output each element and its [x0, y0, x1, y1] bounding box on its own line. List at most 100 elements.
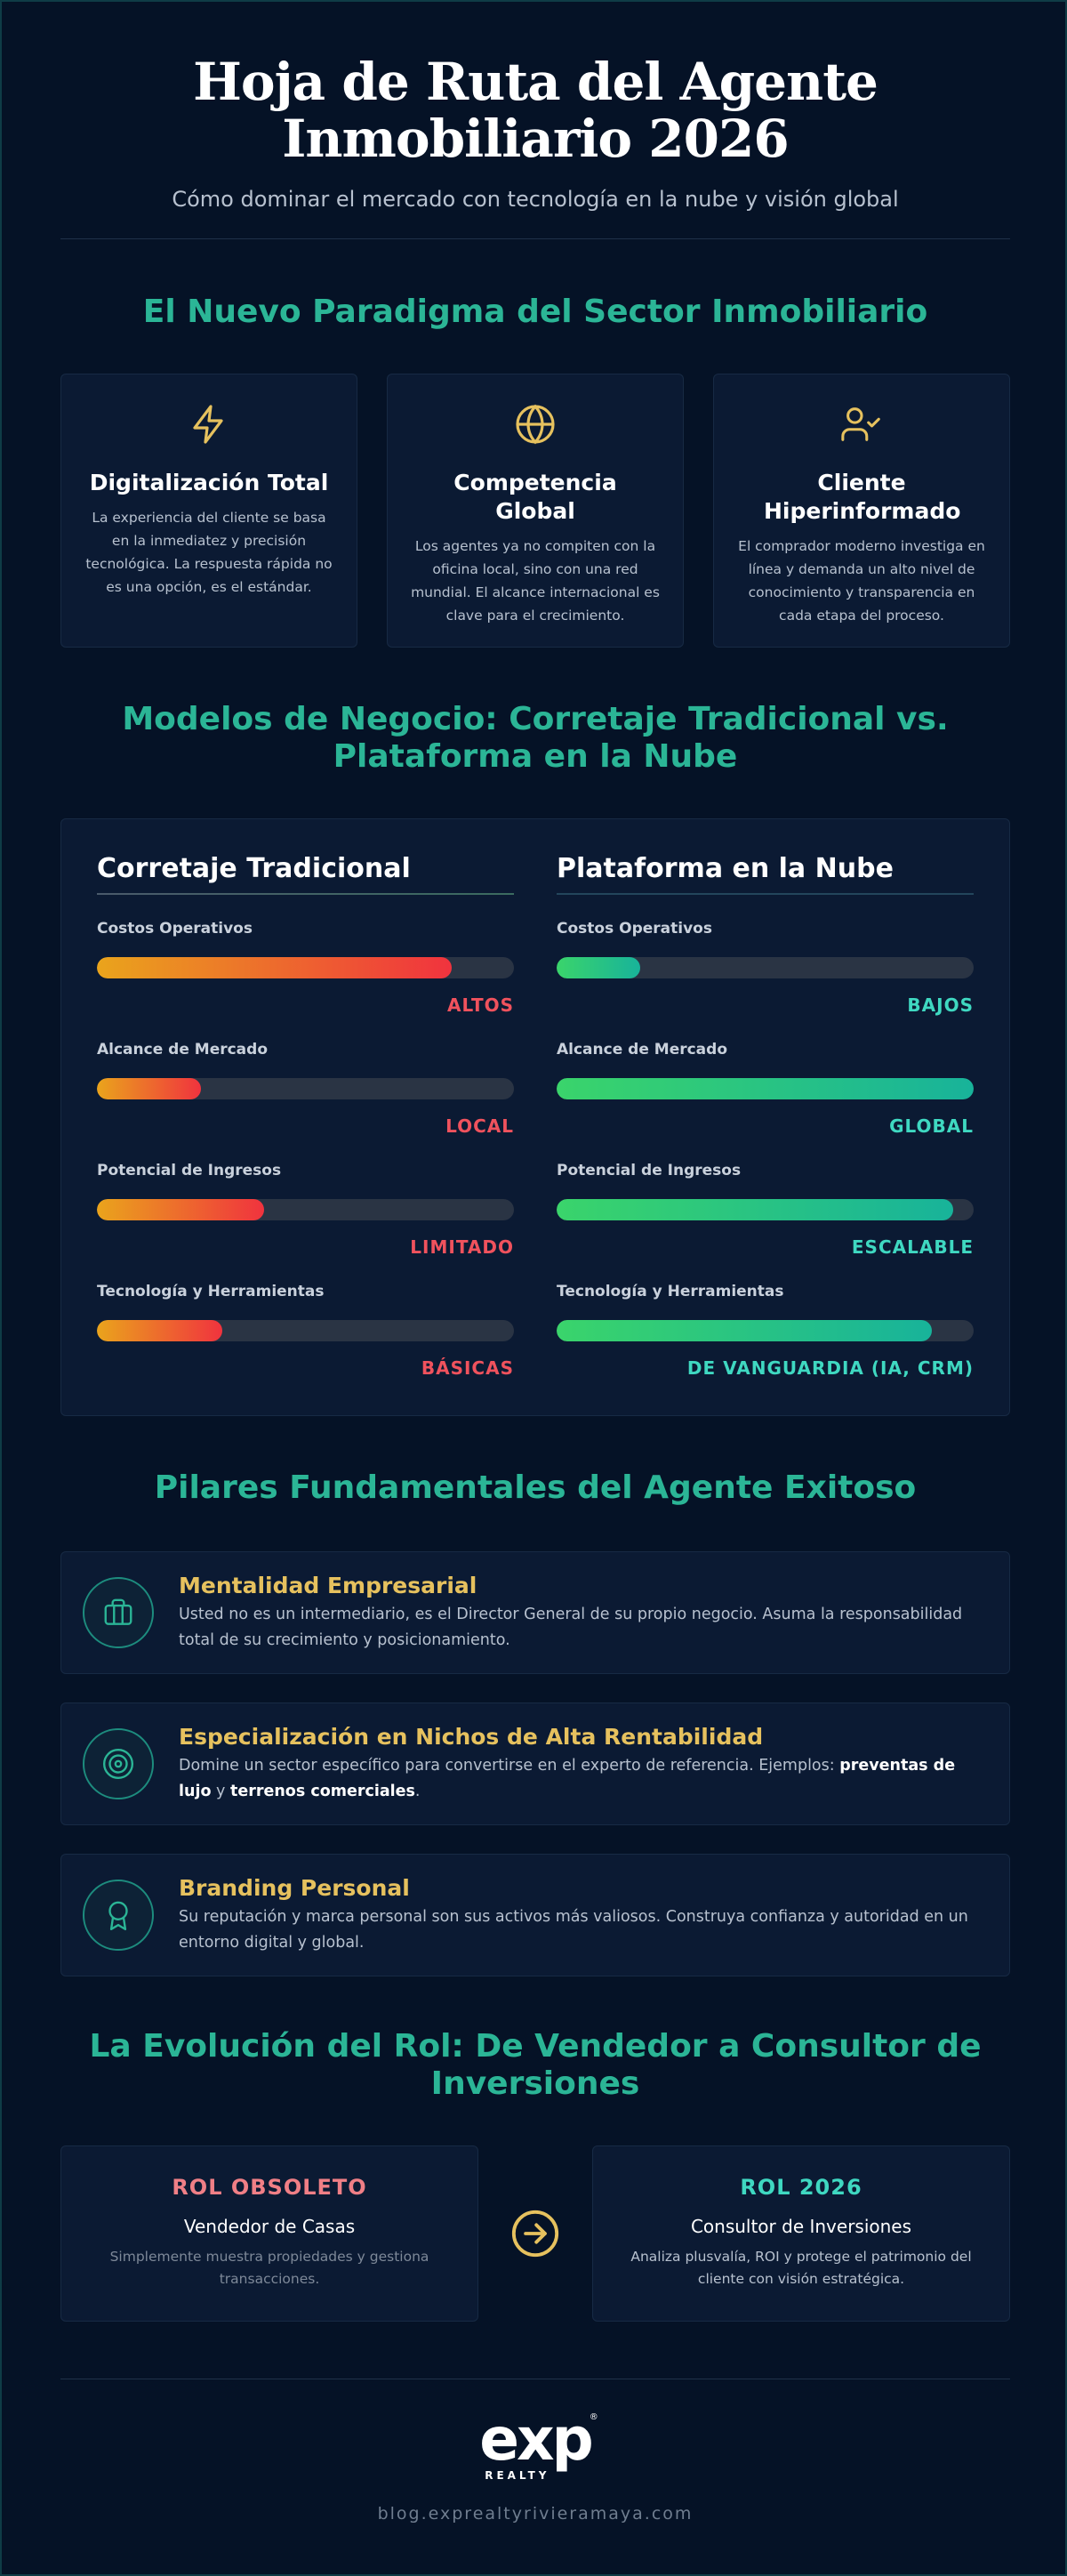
- header: Hoja de Ruta del Agente Inmobiliario 202…: [60, 53, 1010, 212]
- metric-row: Alcance de Mercado LOCAL: [97, 1041, 514, 1137]
- metric-bar-track: [97, 1320, 514, 1341]
- metric-row: Alcance de Mercado GLOBAL: [557, 1041, 974, 1137]
- comparison-title: Modelos de Negocio: Corretaje Tradiciona…: [60, 701, 1010, 776]
- pillar-text-part: y: [211, 1782, 230, 1800]
- comparison-title-line-1: Modelos de Negocio: Corretaje Tradiciona…: [122, 701, 949, 737]
- metric-bar-track: [557, 1199, 974, 1220]
- metric-label: Potencial de Ingresos: [557, 1162, 742, 1179]
- pillar-card: Mentalidad Empresarial Usted no es un in…: [60, 1551, 1010, 1674]
- card-title: Digitalización Total: [89, 470, 329, 495]
- paradigm-card: Cliente Hiperinformado El comprador mode…: [713, 374, 1010, 648]
- card-title: Competencia Global: [453, 470, 617, 524]
- pillar-text-part: .: [414, 1782, 421, 1800]
- target-icon: [83, 1728, 154, 1799]
- metric-bar-fill: [557, 1320, 933, 1341]
- metric-row: Tecnología y Herramientas BÁSICAS: [97, 1283, 514, 1379]
- pillar-bold-example: preventas de lujo: [179, 1756, 956, 1800]
- registered-mark-icon: ®: [589, 2412, 598, 2422]
- title-line-2: Inmobiliario 2026: [282, 109, 790, 169]
- card-title: Cliente Hiperinformado: [764, 470, 961, 524]
- old-role-desc: Simplemente muestra propiedades y gestio…: [109, 2249, 429, 2287]
- metric-row: Costos Operativos BAJOS: [557, 920, 974, 1016]
- metric-label: Costos Operativos: [97, 920, 253, 938]
- metric-bar-fill: [97, 1078, 202, 1099]
- logo-wordmark: exp: [479, 2405, 594, 2474]
- lightning-bolt-icon: [84, 403, 333, 449]
- pillar-text: Usted no es un intermediario, es el Dire…: [179, 1605, 963, 1649]
- old-role-card: ROL OBSOLETO Vendedor de Casas Simplemen…: [60, 2145, 478, 2322]
- roles-row: ROL OBSOLETO Vendedor de Casas Simplemen…: [60, 2145, 1010, 2322]
- divider: [60, 238, 1010, 239]
- metric-bar-fill: [97, 1199, 264, 1220]
- footer-url-link[interactable]: blog.exprealtyrivieramaya.com: [377, 2504, 694, 2524]
- traditional-column: Corretaje Tradicional Costos Operativos A…: [97, 853, 514, 1415]
- arrow-right-circle-icon: [509, 2207, 562, 2260]
- metric-row: Potencial de Ingresos ESCALABLE: [557, 1162, 974, 1258]
- metric-value: ALTOS: [447, 994, 514, 1016]
- metric-label: Tecnología y Herramientas: [97, 1283, 325, 1300]
- globe-icon: [411, 403, 660, 449]
- metric-value: LIMITADO: [410, 1236, 514, 1258]
- comparison-title-line-2: Plataforma en la Nube: [333, 738, 738, 775]
- cloud-column: Plataforma en la Nube Costos Operativos B…: [557, 853, 974, 1415]
- user-check-icon: [737, 403, 986, 449]
- pillar-title: Branding Personal: [179, 1874, 410, 1901]
- new-role-tag: ROL 2026: [740, 2175, 862, 2200]
- metric-value: GLOBAL: [889, 1115, 974, 1137]
- pillar-text: Domine un sector específico para convert…: [179, 1753, 988, 1805]
- metric-value: BAJOS: [907, 994, 974, 1016]
- metric-bar-track: [97, 1199, 514, 1220]
- metric-value: LOCAL: [445, 1115, 514, 1137]
- old-role-tag: ROL OBSOLETO: [172, 2175, 367, 2200]
- new-role-card: ROL 2026 Consultor de Inversiones Analiz…: [592, 2145, 1010, 2322]
- traditional-heading: Corretaje Tradicional: [97, 853, 411, 884]
- paradigm-card: Competencia Global Los agentes ya no com…: [387, 374, 684, 648]
- footer: exp REALTY ® blog.exprealtyrivieramaya.c…: [60, 2405, 1010, 2524]
- card-text: Los agentes ya no compiten con la oficin…: [411, 538, 660, 624]
- evolution-title-line-1: La Evolución del Rol: De Vendedor a Cons…: [89, 2028, 982, 2065]
- card-text: La experiencia del cliente se basa en la…: [85, 510, 333, 595]
- metric-bar-track: [97, 1078, 514, 1099]
- old-role-name: Vendedor de Casas: [183, 2216, 356, 2237]
- metric-row: Tecnología y Herramientas DE VANGUARDIA (…: [557, 1283, 974, 1379]
- new-role-name: Consultor de Inversiones: [690, 2216, 912, 2237]
- metric-bar-track: [557, 1078, 974, 1099]
- metric-bar-track: [97, 957, 514, 978]
- new-role-desc: Analiza plusvalía, ROI y protege el patr…: [630, 2249, 972, 2287]
- metric-label: Alcance de Mercado: [97, 1041, 269, 1059]
- metric-value: DE VANGUARDIA (IA, CRM): [686, 1357, 974, 1379]
- paradigm-cards: Digitalización Total La experiencia del …: [60, 374, 1010, 648]
- metric-row: Potencial de Ingresos LIMITADO: [97, 1162, 514, 1258]
- title-line-1: Hoja de Ruta del Agente: [193, 52, 878, 112]
- metric-bar-fill: [97, 1320, 222, 1341]
- pillar-title: Especialización en Nichos de Alta Rentab…: [179, 1723, 764, 1750]
- pillar-text-part: Domine un sector específico para convert…: [179, 1756, 840, 1775]
- metric-label: Tecnología y Herramientas: [557, 1283, 784, 1300]
- metric-label: Potencial de Ingresos: [97, 1162, 282, 1179]
- heading-rule: [557, 893, 974, 895]
- metric-bar-fill: [557, 1078, 974, 1099]
- page-title: Hoja de Ruta del Agente Inmobiliario 202…: [60, 53, 1010, 167]
- evolution-title: La Evolución del Rol: De Vendedor a Cons…: [60, 2028, 1010, 2103]
- metric-bar-fill: [557, 957, 640, 978]
- metric-bar-fill: [557, 1199, 953, 1220]
- metric-bar-track: [557, 1320, 974, 1341]
- exp-realty-logo[interactable]: exp REALTY ®: [479, 2405, 598, 2483]
- comparison-panel: Corretaje Tradicional Costos Operativos A…: [60, 818, 1010, 1416]
- evolution-title-line-2: Inversiones: [430, 2065, 640, 2102]
- briefcase-icon: [83, 1577, 154, 1648]
- logo-subtext: REALTY: [485, 2469, 550, 2482]
- metric-row: Costos Operativos ALTOS: [97, 920, 514, 1016]
- metric-label: Alcance de Mercado: [557, 1041, 728, 1059]
- award-icon: [83, 1880, 154, 1951]
- pillars-title: Pilares Fundamentales del Agente Exitoso: [154, 1469, 917, 1506]
- metric-bar-track: [557, 957, 974, 978]
- pillar-card: Especialización en Nichos de Alta Rentab…: [60, 1703, 1010, 1825]
- metric-bar-fill: [97, 957, 452, 978]
- pillar-title: Mentalidad Empresarial: [179, 1572, 477, 1598]
- page-subtitle: Cómo dominar el mercado con tecnología e…: [172, 187, 899, 212]
- metric-label: Costos Operativos: [557, 920, 712, 938]
- metric-value: ESCALABLE: [851, 1236, 974, 1258]
- pillar-bold-example: terrenos comerciales: [229, 1782, 415, 1800]
